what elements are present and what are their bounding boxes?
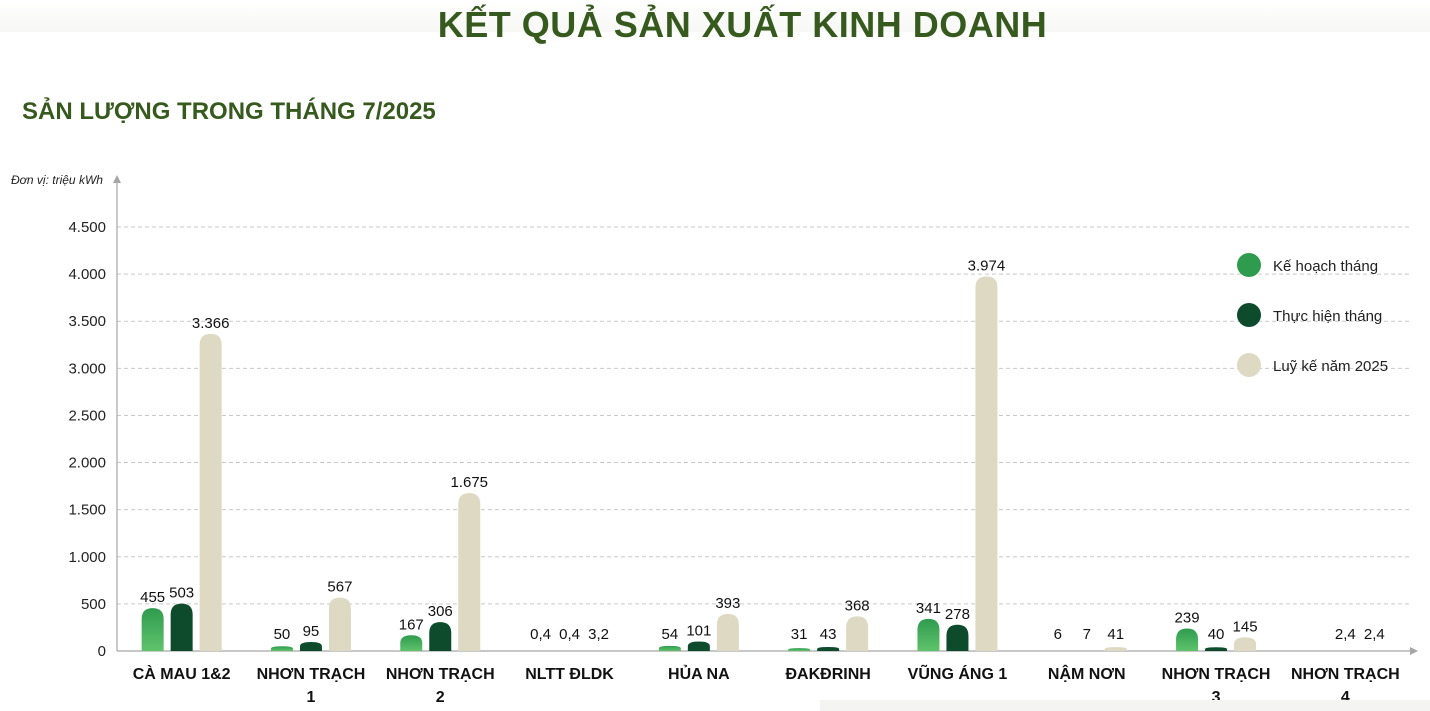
bar-cumulative: [1104, 647, 1127, 651]
data-label-cumulative: 393: [715, 595, 740, 612]
y-tick-label: 3.000: [68, 360, 106, 377]
bar-actual: [946, 624, 969, 651]
y-tick-label: 500: [81, 596, 106, 613]
data-label-plan: 54: [662, 626, 679, 643]
data-label-actual: 40: [1208, 626, 1225, 643]
data-label-actual: 278: [945, 606, 970, 623]
bar-plan: [141, 608, 164, 651]
bar-actual: [429, 622, 452, 651]
legend-swatch-cumulative: [1237, 353, 1261, 377]
data-label-cumulative: 3.366: [192, 315, 230, 332]
data-label-cumulative: 567: [327, 579, 352, 596]
data-label-plan: 6: [1054, 626, 1062, 643]
legend-item-plan: Kế hoạch tháng: [1237, 253, 1417, 279]
bar-actual: [299, 642, 322, 651]
x-category-label: NẬM NƠN: [1048, 664, 1126, 683]
x-category-label: 2: [436, 689, 445, 706]
x-category-label: NHƠN TRẠCH: [257, 666, 366, 683]
x-category-label: 1: [306, 689, 315, 706]
y-tick-label: 3.500: [68, 313, 106, 330]
bar-plan: [788, 648, 811, 651]
bar-cumulative: [975, 276, 998, 651]
unit-label: Đơn vị: triệu kWh: [11, 173, 103, 187]
bar-cumulative: [199, 333, 222, 651]
data-label-plan: 50: [274, 626, 291, 643]
legend: Kế hoạch tháng Thực hiện tháng Luỹ kế nă…: [1237, 253, 1417, 403]
data-label-plan: 239: [1175, 609, 1200, 626]
legend-item-cumulative: Luỹ kế năm 2025: [1237, 353, 1417, 379]
y-tick-label: 4.000: [68, 266, 106, 283]
legend-label-cumulative: Luỹ kế năm 2025: [1273, 358, 1389, 375]
data-label-cumulative: 3.974: [968, 258, 1006, 275]
header-band: [0, 0, 1430, 32]
bars: [141, 276, 1257, 651]
bar-plan: [1176, 628, 1199, 651]
gridlines: [117, 226, 1410, 605]
y-tick-label: 4.500: [68, 219, 106, 236]
data-label-actual: 7: [1083, 626, 1091, 643]
data-label-cumulative: 2,4: [1364, 626, 1385, 643]
legend-item-actual: Thực hiện tháng: [1237, 303, 1417, 329]
data-label-plan: 31: [791, 626, 808, 643]
legend-label-actual: Thực hiện tháng: [1273, 308, 1383, 325]
axes: 0 500 1.000 1.500 2.000 2.500 3.000 3.500 4.000 4…: [68, 175, 1418, 706]
bar-actual: [170, 603, 193, 651]
bar-actual: [817, 646, 840, 651]
bar-plan: [917, 618, 940, 651]
bar-cumulative: [846, 616, 869, 651]
bar-cumulative: [458, 493, 481, 651]
y-tick-label: 1.500: [68, 502, 106, 519]
data-label-actual: 306: [428, 603, 453, 620]
x-axis-arrow: [1410, 647, 1418, 655]
x-category-label: NHƠN TRẠCH: [386, 666, 495, 683]
x-category-label: ĐAKĐRINH: [785, 666, 870, 683]
x-category-label: 3: [1212, 689, 1221, 706]
data-label-plan: 455: [140, 589, 165, 606]
legend-swatch-plan: [1237, 253, 1261, 277]
y-axis-arrow: [113, 175, 121, 183]
data-label-plan: 167: [399, 616, 424, 633]
x-category-label: NHƠN TRẠCH: [1162, 666, 1271, 683]
data-label-actual: 2,4: [1335, 626, 1356, 643]
y-tick-label: 0: [98, 643, 106, 660]
data-label-plan: 341: [916, 600, 941, 617]
x-category-label: 4: [1341, 689, 1350, 706]
data-label-actual: 43: [820, 626, 837, 643]
data-label-actual: 503: [169, 585, 194, 602]
chart-subtitle: SẢN LƯỢNG TRONG THÁNG 7/2025: [22, 98, 436, 125]
data-label-plan: 0,4: [530, 626, 551, 643]
x-category-label: VŨNG ÁNG 1: [908, 663, 1008, 683]
data-label-cumulative: 3,2: [588, 626, 609, 643]
bar-plan: [270, 646, 293, 651]
legend-label-plan: Kế hoạch tháng: [1273, 258, 1379, 275]
bar-actual: [1205, 647, 1228, 651]
y-tick-label: 2.000: [68, 455, 106, 472]
x-category-label: HỦA NA: [668, 664, 730, 683]
bar-plan: [658, 645, 681, 651]
decorative-shape: [820, 700, 1430, 711]
data-label-cumulative: 1.675: [450, 474, 488, 491]
x-category-label: NHƠN TRẠCH: [1291, 666, 1400, 683]
bar-cumulative: [328, 597, 351, 651]
page-title: KẾT QUẢ SẢN XUẤT KINH DOANH: [437, 4, 1048, 45]
bar-plan: [400, 635, 423, 651]
y-tick-label: 2.500: [68, 407, 106, 424]
bar-cumulative: [716, 613, 739, 651]
bar-actual: [687, 641, 710, 651]
y-tick-label: 1.000: [68, 549, 106, 566]
bar-cumulative: [1234, 637, 1257, 651]
data-label-cumulative: 41: [1107, 626, 1124, 643]
legend-swatch-actual: [1237, 303, 1261, 327]
data-label-cumulative: 145: [1233, 618, 1258, 635]
x-category-label: NLTT ĐLDK: [525, 666, 614, 683]
data-label-actual: 95: [303, 623, 320, 640]
data-label-cumulative: 368: [845, 597, 870, 614]
x-category-label: CÀ MAU 1&2: [133, 664, 231, 683]
data-label-actual: 0,4: [559, 626, 580, 643]
data-label-actual: 101: [686, 622, 711, 639]
